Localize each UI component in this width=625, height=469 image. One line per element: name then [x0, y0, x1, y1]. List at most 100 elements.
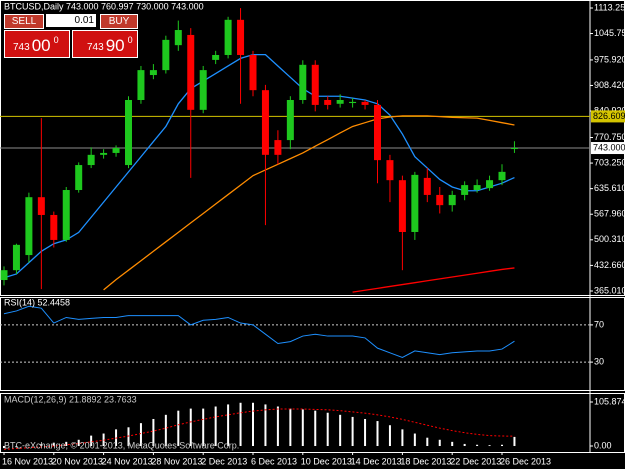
macd-bar: [202, 408, 205, 447]
candle-body: [336, 99, 344, 104]
y-tick-label: 840.920: [594, 105, 625, 115]
candle-body: [187, 34, 195, 110]
candle-body: [374, 104, 381, 161]
y-tick-label: 908.420: [594, 80, 625, 90]
price-prefix: 743: [13, 42, 30, 53]
lots-input[interactable]: 0.01: [46, 14, 96, 27]
y-tick-label: 1113.250: [594, 2, 625, 12]
price-sup: 0: [53, 35, 59, 45]
candle-body: [50, 214, 58, 240]
sell-button[interactable]: SELL: [4, 14, 44, 29]
candle-body: [261, 90, 269, 155]
macd-bar: [364, 418, 367, 447]
pane-frame: [0, 297, 625, 391]
candle-body: [486, 180, 494, 189]
candle-body: [75, 165, 83, 191]
candle-body: [461, 185, 469, 195]
macd-bar: [413, 433, 416, 447]
x-tick-label: 28 Nov 2013: [151, 456, 202, 466]
price-tag: [591, 142, 625, 155]
candle-body: [212, 54, 220, 60]
macd-bar: [488, 445, 491, 447]
y-tick-label: 70: [594, 319, 604, 329]
y-tick-label: 432.660: [594, 260, 625, 270]
y-tick-label: 0.00: [594, 440, 612, 450]
y-tick-label: 105.8742: [594, 396, 625, 406]
macd-bar: [189, 408, 192, 447]
macd-bar: [90, 435, 93, 447]
x-tick-label: 20 Nov 2013: [52, 456, 103, 466]
macd-bar: [438, 439, 441, 447]
macd-bar: [463, 443, 466, 447]
x-tick-label: 18 Dec 2013: [400, 456, 451, 466]
macd-bar: [401, 429, 404, 447]
candle-body: [112, 148, 120, 153]
candle-body: [398, 180, 406, 232]
macd-bar: [276, 406, 279, 447]
macd-bar: [476, 444, 479, 447]
candle-body: [423, 177, 431, 195]
price-big: 00: [31, 36, 51, 55]
macd-bar: [326, 412, 329, 447]
candle-body: [349, 101, 357, 104]
macd-bar: [139, 423, 142, 447]
macd-bar: [513, 436, 516, 447]
macd-bar: [77, 439, 80, 447]
candle-body: [0, 270, 8, 281]
macd-bar: [164, 414, 167, 447]
candle-body: [37, 197, 45, 215]
x-tick-label: 24 Nov 2013: [102, 456, 153, 466]
candle-body: [324, 99, 332, 105]
trade-panel: SELL 0.01 BUY 743 00 0 743 90 0: [4, 14, 138, 58]
macd-bar: [289, 408, 292, 447]
y-tick-label: 770.750: [594, 132, 625, 142]
candle-body: [274, 140, 282, 155]
candle-body: [311, 64, 319, 105]
candle-body: [62, 190, 70, 240]
macd-bar: [15, 446, 18, 448]
candle-body: [249, 54, 257, 91]
candle-body: [199, 70, 207, 110]
signal-line: [3, 408, 515, 450]
macd-bar: [451, 441, 454, 447]
price-tag-label: 743.000: [593, 142, 625, 152]
candle-body: [386, 160, 394, 181]
candle-body: [25, 197, 33, 256]
chart-title: BTCUSD,Daily 743.000 760.997 730.000 743…: [4, 1, 204, 11]
candle-body: [224, 19, 232, 55]
x-tick-label: 26 Dec 2013: [500, 456, 551, 466]
price-sup: 0: [127, 35, 133, 45]
indicator-line: [3, 53, 515, 279]
y-tick-label: 365.010: [594, 285, 625, 295]
y-tick-label: 975.920: [594, 54, 625, 64]
candle-body: [12, 244, 20, 271]
macd-bar: [40, 443, 43, 447]
indicator-line: [352, 267, 515, 293]
macd-bar: [52, 442, 55, 447]
macd-bar: [252, 402, 254, 447]
buy-button[interactable]: BUY: [100, 14, 138, 29]
candle-body: [174, 30, 182, 46]
macd-bar: [152, 418, 155, 447]
candle-body: [436, 194, 444, 206]
sell-price[interactable]: 743 00 0: [4, 30, 70, 58]
macd-bar: [314, 410, 317, 447]
buy-price[interactable]: 743 90 0: [72, 30, 138, 58]
y-tick-label: 30: [594, 356, 604, 366]
candle-body: [510, 148, 518, 150]
candle-body: [498, 171, 506, 181]
price-tag: [591, 110, 625, 123]
x-tick-label: 14 Dec 2013: [351, 456, 402, 466]
candle-body: [87, 154, 95, 166]
x-tick-label: 10 Dec 2013: [301, 456, 352, 466]
macd-bar: [264, 404, 267, 447]
price-prefix: 743: [87, 42, 104, 53]
macd-bar: [301, 409, 304, 447]
price-big: 90: [105, 36, 125, 55]
pane-title: RSI(14) 52.4458: [4, 297, 70, 307]
candle-body: [411, 174, 419, 232]
candle-body: [100, 152, 108, 155]
macd-bar: [351, 416, 354, 447]
x-tick-label: 6 Dec 2013: [251, 456, 297, 466]
